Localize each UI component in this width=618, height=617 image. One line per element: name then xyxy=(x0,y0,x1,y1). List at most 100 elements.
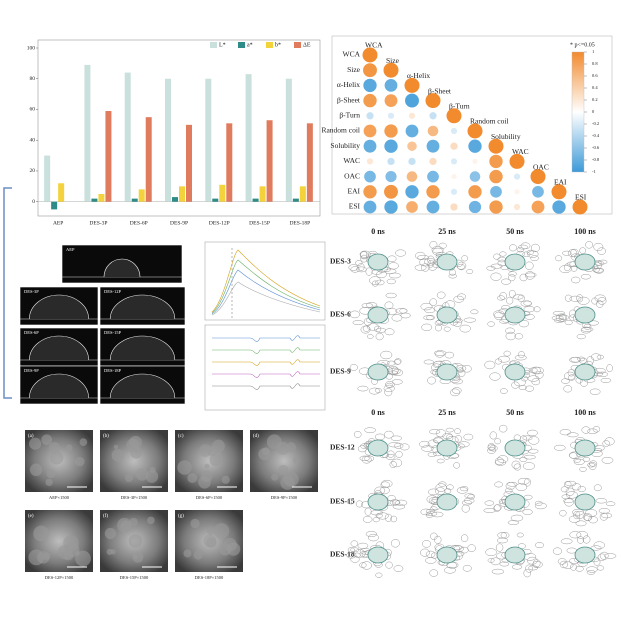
molecule xyxy=(436,458,445,464)
colorbar-label: 0.2 xyxy=(592,97,598,102)
particle xyxy=(79,438,88,446)
colorbar xyxy=(571,51,585,173)
row-label: DES-12 xyxy=(330,443,355,452)
x-tick-label: DES-18P xyxy=(289,220,310,226)
molecule xyxy=(593,484,602,492)
molecule xyxy=(391,499,401,506)
molecule xyxy=(464,493,475,499)
molecule xyxy=(573,458,585,465)
molecule xyxy=(533,306,541,313)
particle xyxy=(29,437,42,450)
particle xyxy=(120,520,132,532)
particle xyxy=(177,460,192,475)
colorbar-label: -0.8 xyxy=(592,157,600,162)
corr-circle xyxy=(384,79,398,92)
molecule xyxy=(383,384,395,393)
corr-circle xyxy=(552,200,566,214)
bar xyxy=(51,201,58,210)
image-label: DES-12P xyxy=(104,289,121,294)
diagonal-circle xyxy=(509,153,525,169)
molecule xyxy=(389,461,397,468)
image-label: DES-6P xyxy=(24,330,39,335)
diagonal-label: ESI xyxy=(575,193,587,202)
particle xyxy=(206,537,217,548)
protein xyxy=(436,546,458,564)
md-snapshot xyxy=(414,240,474,279)
corr-circle xyxy=(406,201,418,213)
molecule xyxy=(362,325,370,332)
molecule xyxy=(350,555,360,563)
bar xyxy=(172,197,178,202)
molecule xyxy=(436,291,446,299)
particle xyxy=(258,447,271,461)
image-label: DES-9P xyxy=(24,368,39,373)
legend-label: b* xyxy=(275,42,281,48)
x-tick-label: AEP xyxy=(53,220,63,226)
molecule xyxy=(494,459,507,466)
molecule xyxy=(511,564,523,570)
particle xyxy=(41,434,53,446)
molecule xyxy=(532,559,541,568)
molecule xyxy=(456,487,468,494)
corr-circle xyxy=(489,154,503,169)
bar xyxy=(58,183,65,202)
molecule xyxy=(593,267,605,273)
protein xyxy=(574,363,596,381)
legend-label: ΔE xyxy=(303,42,311,48)
md-snapshot xyxy=(346,531,404,578)
corr-circle xyxy=(429,112,437,120)
molecule xyxy=(427,255,435,264)
molecule xyxy=(399,443,410,451)
diagonal-label: β-Turn xyxy=(449,102,470,111)
molecule xyxy=(491,568,505,575)
corr-circle xyxy=(489,169,503,184)
md-snapshot xyxy=(420,481,475,519)
particle xyxy=(63,535,79,551)
corr-circle xyxy=(363,63,377,78)
molecule xyxy=(568,515,581,523)
bar xyxy=(186,124,192,202)
protein xyxy=(367,306,389,324)
particle xyxy=(63,550,74,561)
md-snapshot xyxy=(347,479,408,523)
corr-circle xyxy=(363,124,377,138)
corr-circle xyxy=(427,125,439,137)
molecule xyxy=(385,561,393,569)
time-header: 0 ns xyxy=(371,227,385,236)
molecule xyxy=(452,318,462,327)
row-label: DES-6 xyxy=(330,310,351,319)
molecule xyxy=(348,264,359,271)
molecule xyxy=(421,323,433,331)
bar xyxy=(299,186,306,202)
molecule xyxy=(562,561,574,569)
molecule xyxy=(359,562,367,568)
particle xyxy=(75,550,91,567)
corr-circle xyxy=(363,200,377,214)
molecule xyxy=(485,548,497,557)
molecule xyxy=(375,332,384,341)
particle xyxy=(145,470,159,483)
molecule xyxy=(384,513,393,522)
diagonal-label: α-Helix xyxy=(407,71,430,80)
molecule xyxy=(531,243,540,253)
molecule xyxy=(522,435,533,441)
molecule xyxy=(467,494,475,500)
molecule xyxy=(514,354,527,361)
molecule xyxy=(589,460,598,467)
molecule xyxy=(594,268,604,274)
molecule xyxy=(390,435,402,441)
y-tick-label: 0 xyxy=(32,199,35,205)
molecule xyxy=(417,254,429,260)
molecule xyxy=(558,313,567,322)
contact-angle-image: DES-18P xyxy=(99,365,186,405)
molecule xyxy=(376,270,387,279)
molecule xyxy=(461,504,470,513)
corr-circle xyxy=(468,139,482,153)
molecule xyxy=(584,514,592,522)
molecule xyxy=(554,317,565,323)
molecule xyxy=(559,560,569,569)
row-label: Size xyxy=(347,65,361,74)
protein xyxy=(574,306,596,324)
molecule xyxy=(461,255,469,262)
molecule xyxy=(390,515,398,523)
